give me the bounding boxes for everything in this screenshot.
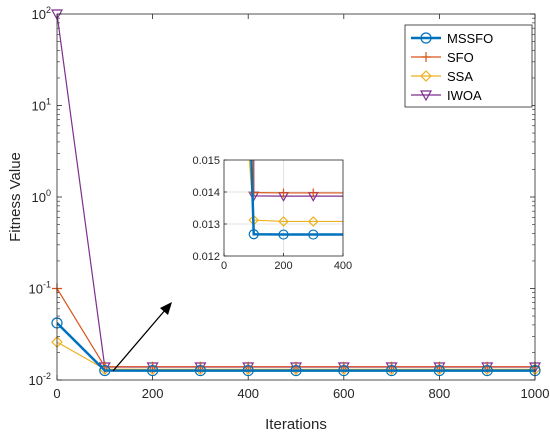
data-point [307,216,319,227]
legend-label: IWOA [447,88,482,103]
data-point [308,188,318,198]
data-point [419,90,433,102]
inset-series-line-mssfo [250,160,343,236]
data-point [386,364,398,377]
y-axis-label: Fitness Value [7,152,24,242]
y-tick-label: 101 [32,97,51,114]
x-tick-label: 200 [142,386,164,401]
plot-frame [56,13,536,381]
inset-y-tick-label: 0.012 [192,251,220,263]
y-tick-label: 10-2 [29,371,51,388]
inset-y-tick-label: 0.013 [192,219,220,231]
data-point [279,188,288,198]
series-line-mssfo [57,322,535,372]
inset-x-tick-label: 400 [334,260,352,272]
data-point [420,32,432,44]
x-tick-label: 0 [53,386,60,401]
x-tick-label: 1000 [521,386,550,401]
legend-label: SFO [447,50,474,65]
legend-label: SSA [447,69,473,84]
data-point [420,70,432,82]
data-point [99,364,111,377]
y-tick-label: 10-1 [29,280,51,297]
legend: MSSFO SFO SSA IWOA [404,24,533,108]
data-point [278,216,289,227]
data-point [338,364,350,377]
x-tick-label: 400 [237,386,259,401]
data-point [421,52,431,62]
data-point [278,229,289,240]
data-point [194,364,206,377]
y-tick-label: 102 [32,5,51,22]
data-point [290,364,302,377]
inset-series-line-ssa [248,160,343,223]
inset-y-tick-label: 0.014 [192,187,220,199]
data-point [242,364,254,377]
data-point [147,364,159,377]
x-axis-label: Iterations [265,416,327,433]
x-tick-label: 800 [429,386,451,401]
data-point [308,229,319,240]
x-tick-label: 600 [333,386,355,401]
inset-chart: 0 200 400 0.012 0.013 0.014 0.015 [192,155,352,272]
zoom-arrow-line [112,308,167,372]
data-point [248,229,259,240]
data-point [481,364,493,377]
inset-series-line-iwoa [253,160,343,197]
inset-series-line-sfo [252,160,343,194]
data-point [433,364,445,377]
legend-label: MSSFO [447,31,493,46]
y-tick-label: 100 [32,188,51,205]
data-point [50,9,64,21]
inset-x-tick-label: 200 [274,260,292,272]
zoom-arrowhead [160,302,172,315]
inset-x-tick-label: 0 [221,260,227,272]
inset-frame [223,159,344,257]
inset-y-tick-label: 0.015 [192,155,220,167]
